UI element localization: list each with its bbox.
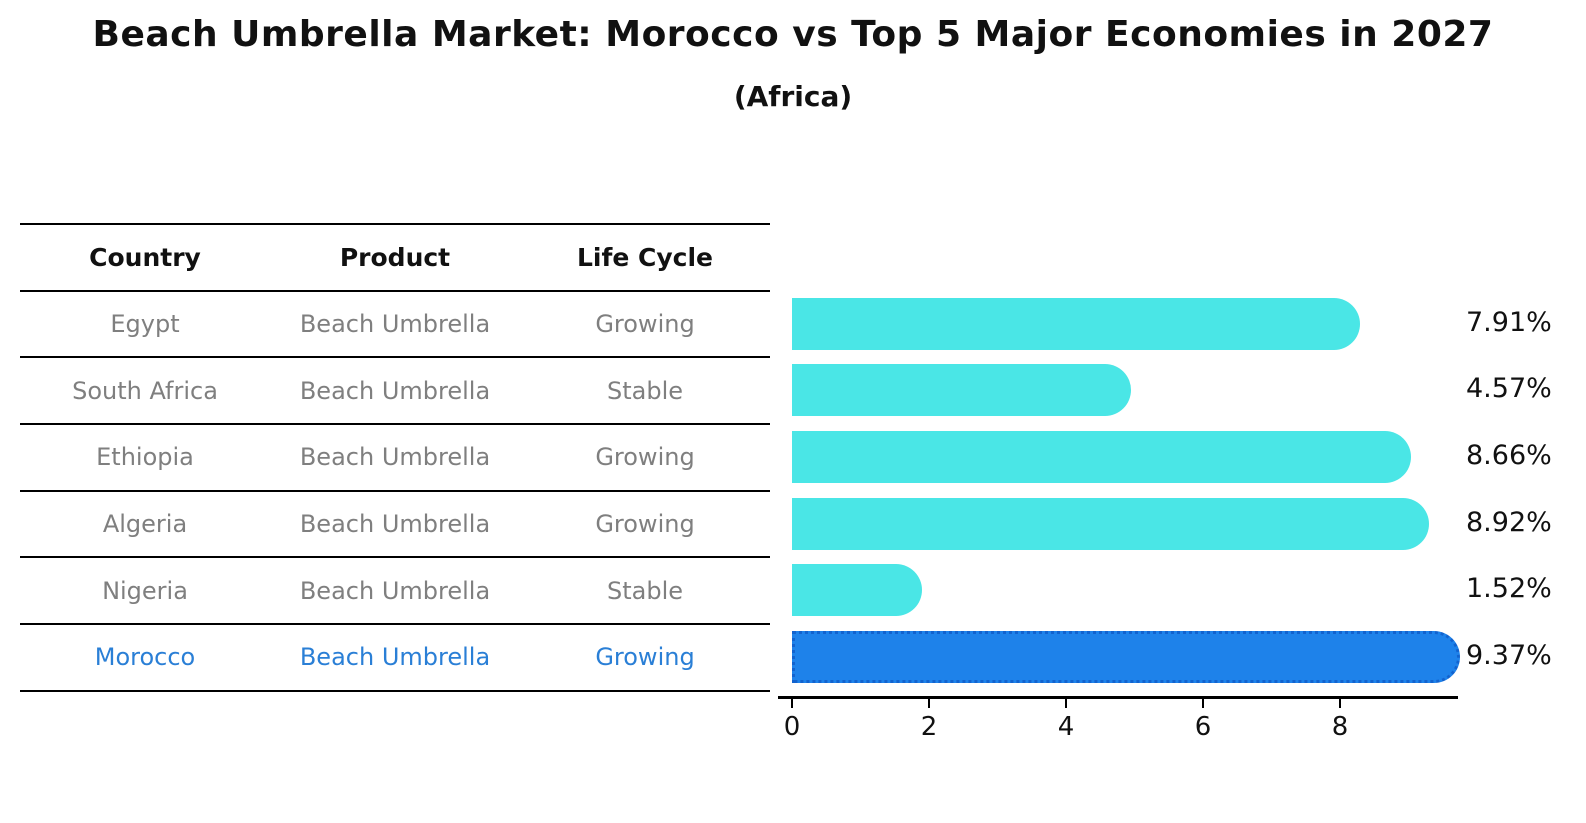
cell-product: Beach Umbrella [299,643,491,672]
table-row-ethiopia: Ethiopia Beach Umbrella Growing [20,425,770,492]
x-axis-tick [791,699,793,708]
column-header-country: Country [89,242,201,272]
bar-nigeria [792,564,923,617]
cell-country: Nigeria [102,576,188,605]
column-header-lifecycle: Life Cycle [576,242,714,272]
bar-value-label: 1.52% [1466,573,1552,605]
table-row-nigeria: Nigeria Beach Umbrella Stable [20,558,770,626]
bar-value-label: 4.57% [1466,373,1552,405]
bar-value-label: 8.66% [1466,439,1552,471]
table-row-egypt: Egypt Beach Umbrella Growing [20,292,770,359]
bar-south-africa [792,364,1132,417]
cell-lifecycle: Growing [595,510,695,539]
table-row-south-africa: South Africa Beach Umbrella Stable [20,358,770,426]
bar-egypt [792,297,1360,350]
x-axis-tick-label: 0 [783,712,801,742]
x-axis-tick [1202,699,1204,708]
cell-lifecycle: Stable [606,576,684,605]
bar-morocco [792,631,1460,683]
cell-lifecycle: Growing [595,310,695,339]
cell-country: Ethiopia [96,443,194,472]
x-axis-tick [1339,699,1341,708]
cell-lifecycle: Growing [595,443,695,472]
x-axis-tick-label: 8 [1331,712,1349,742]
cell-product: Beach Umbrella [299,510,491,539]
cell-product: Beach Umbrella [299,310,491,339]
bar-ethiopia [792,430,1412,483]
cell-product: Beach Umbrella [299,576,491,605]
country-table: Country Product Life Cycle Egypt Beach U… [20,223,770,692]
bar-algeria [792,497,1430,550]
x-axis-tick-label: 2 [920,712,938,742]
x-axis-tick-label: 6 [1194,712,1212,742]
x-axis-tick [928,699,930,708]
chart-subtitle: (Africa) [733,80,853,113]
cell-country: Morocco [94,643,196,672]
bar-value-label: 8.92% [1466,506,1552,538]
bar-value-label: 7.91% [1466,306,1552,338]
cell-product: Beach Umbrella [299,376,491,405]
column-header-product: Product [339,242,451,272]
cell-product: Beach Umbrella [299,443,491,472]
x-axis-tick-label: 4 [1057,712,1075,742]
table-row-morocco: Morocco Beach Umbrella Growing [20,625,770,692]
x-axis-tick [1065,699,1067,708]
cell-country: Egypt [110,310,180,339]
cell-country: South Africa [72,376,218,405]
table-header-row: Country Product Life Cycle [20,225,770,292]
cell-lifecycle: Stable [606,376,684,405]
bar-value-label: 9.37% [1466,640,1552,671]
table-row-algeria: Algeria Beach Umbrella Growing [20,492,770,559]
cell-lifecycle: Growing [595,643,695,672]
chart-title: Beach Umbrella Market: Morocco vs Top 5 … [92,14,1494,55]
cell-country: Algeria [102,510,188,539]
x-axis-line [778,696,1458,699]
